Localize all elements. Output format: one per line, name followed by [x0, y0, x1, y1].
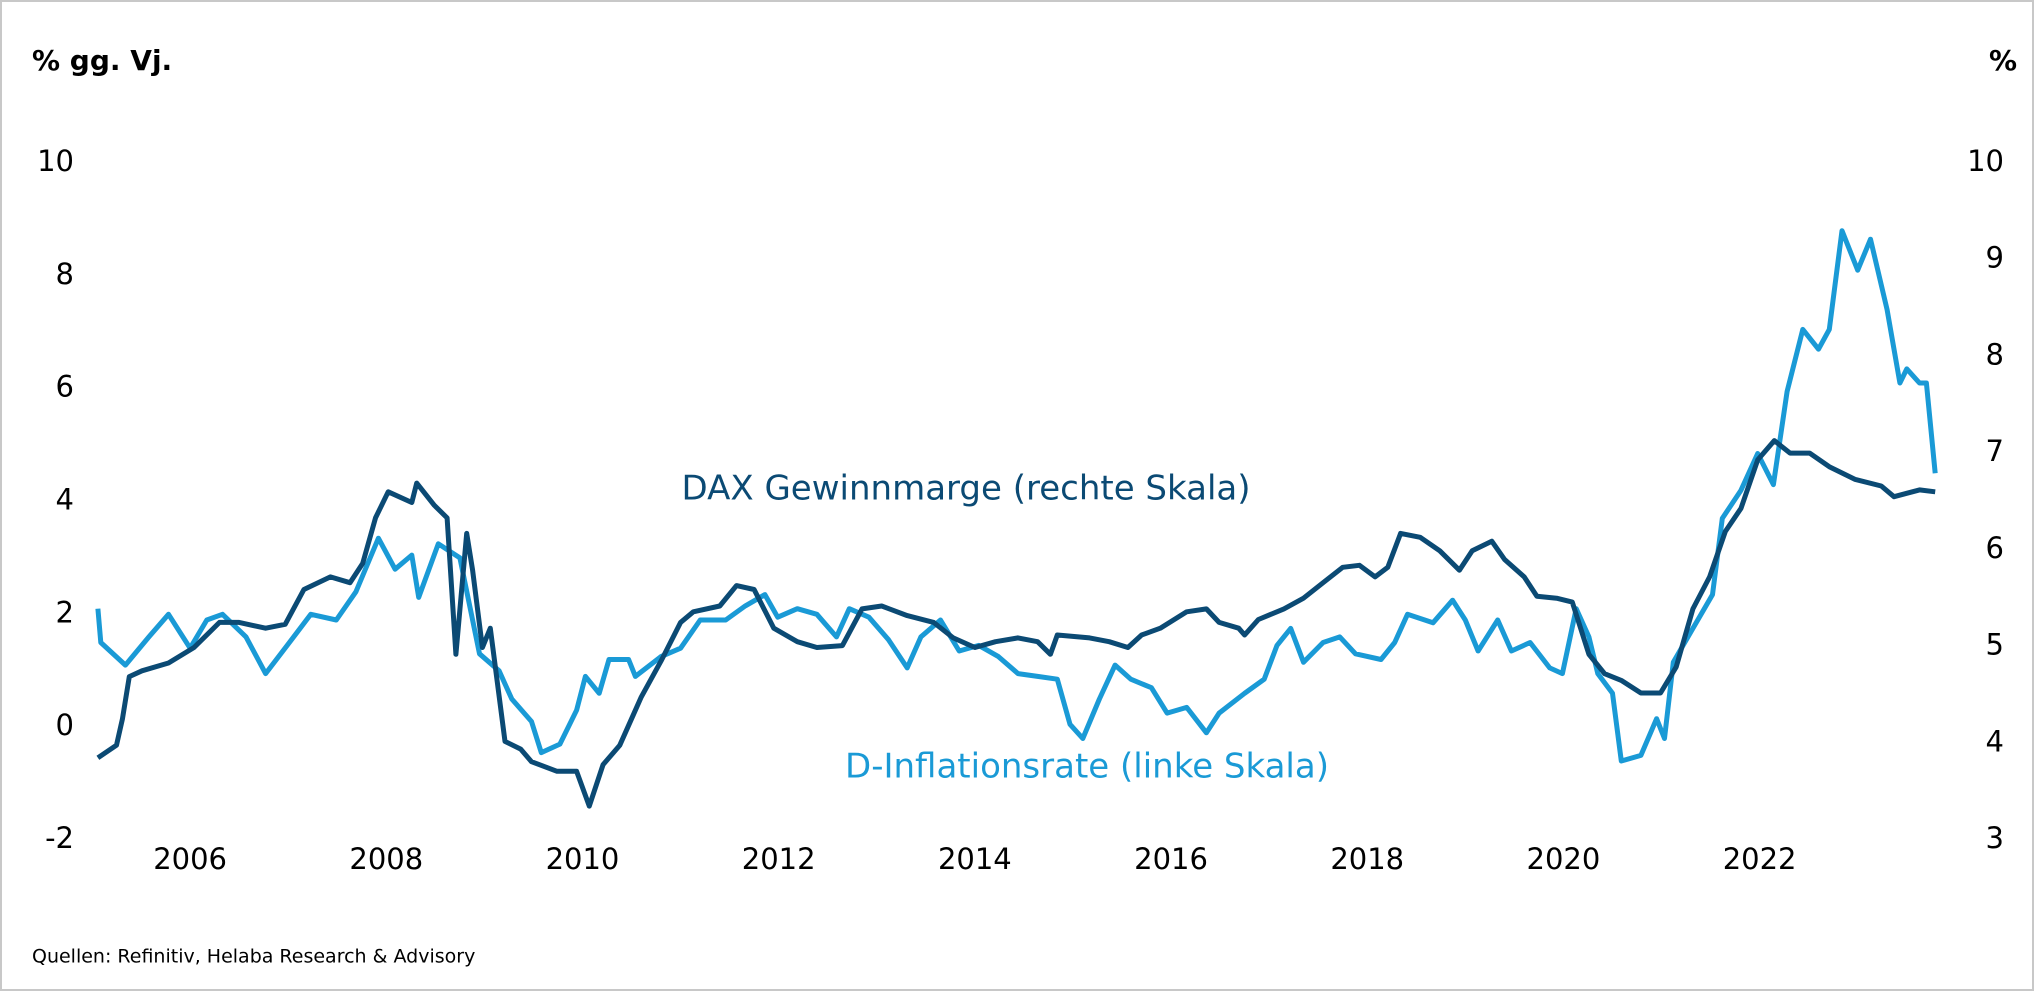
y-tick-label: 4 [56, 483, 74, 517]
y2-tick-label: 8 [1986, 337, 2004, 371]
x-tick-label: 2006 [153, 842, 227, 876]
y2-tick-label: 9 [1986, 241, 2004, 275]
annotation: DAX Gewinnmarge (rechte Skala) [682, 469, 1251, 509]
y2-tick-label: 5 [1986, 628, 2004, 662]
x-tick-label: 2008 [349, 842, 423, 876]
x-tick-label: 2020 [1527, 842, 1601, 876]
y-tick-label: -2 [45, 821, 74, 855]
y2-tick-label: 6 [1986, 531, 2004, 565]
y-tick-label: 0 [56, 708, 74, 742]
y2-axis-label: % [1989, 44, 2017, 77]
y2-tick-label: 4 [1986, 724, 2004, 758]
data-line [96, 438, 1936, 809]
x-tick-label: 2010 [546, 842, 620, 876]
annotation: D-Inflationsrate (linke Skala) [845, 747, 1329, 787]
y-tick-label: 10 [37, 144, 74, 178]
x-tick-label: 2022 [1723, 842, 1797, 876]
y2-tick-label: 10 [1967, 144, 2004, 178]
x-tick-label: 2014 [938, 842, 1012, 876]
source-note: Quellen: Refinitiv, Helaba Research & Ad… [32, 946, 475, 968]
x-tick-label: 2012 [742, 842, 816, 876]
x-tick-label: 2018 [1330, 842, 1404, 876]
y2-tick-label: 7 [1986, 434, 2004, 468]
y2-tick-label: 3 [1986, 821, 2004, 855]
y-tick-label: 8 [56, 257, 74, 291]
y-axis-label: % gg. Vj. [32, 44, 172, 77]
y-tick-label: 2 [56, 595, 74, 629]
y-tick-label: 6 [56, 370, 74, 404]
x-tick-label: 2016 [1134, 842, 1208, 876]
